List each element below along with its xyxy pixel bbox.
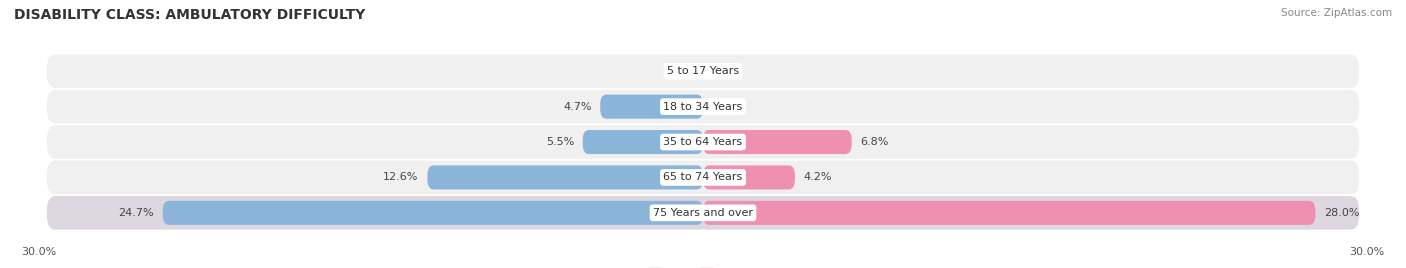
Text: 6.8%: 6.8% (860, 137, 889, 147)
Text: 28.0%: 28.0% (1324, 208, 1360, 218)
Text: 5.5%: 5.5% (546, 137, 574, 147)
FancyBboxPatch shape (703, 130, 852, 154)
Text: 4.7%: 4.7% (562, 102, 592, 112)
FancyBboxPatch shape (163, 201, 703, 225)
Text: 0.0%: 0.0% (664, 66, 692, 76)
FancyBboxPatch shape (600, 95, 703, 119)
Text: 0.0%: 0.0% (714, 102, 742, 112)
Text: 35 to 64 Years: 35 to 64 Years (664, 137, 742, 147)
Text: 30.0%: 30.0% (1350, 247, 1385, 257)
FancyBboxPatch shape (46, 161, 1360, 194)
Text: Source: ZipAtlas.com: Source: ZipAtlas.com (1281, 8, 1392, 18)
FancyBboxPatch shape (46, 54, 1360, 88)
Text: 5 to 17 Years: 5 to 17 Years (666, 66, 740, 76)
FancyBboxPatch shape (582, 130, 703, 154)
Text: 24.7%: 24.7% (118, 208, 155, 218)
Text: 4.2%: 4.2% (804, 172, 832, 183)
Text: 12.6%: 12.6% (384, 172, 419, 183)
FancyBboxPatch shape (703, 165, 794, 189)
Text: 0.0%: 0.0% (714, 66, 742, 76)
Text: DISABILITY CLASS: AMBULATORY DIFFICULTY: DISABILITY CLASS: AMBULATORY DIFFICULTY (14, 8, 366, 22)
FancyBboxPatch shape (703, 201, 1316, 225)
Text: 75 Years and over: 75 Years and over (652, 208, 754, 218)
FancyBboxPatch shape (427, 165, 703, 189)
Text: 18 to 34 Years: 18 to 34 Years (664, 102, 742, 112)
Text: 65 to 74 Years: 65 to 74 Years (664, 172, 742, 183)
FancyBboxPatch shape (46, 196, 1360, 230)
FancyBboxPatch shape (46, 125, 1360, 159)
Legend: Male, Female: Male, Female (644, 263, 762, 268)
FancyBboxPatch shape (46, 90, 1360, 124)
Text: 30.0%: 30.0% (21, 247, 56, 257)
